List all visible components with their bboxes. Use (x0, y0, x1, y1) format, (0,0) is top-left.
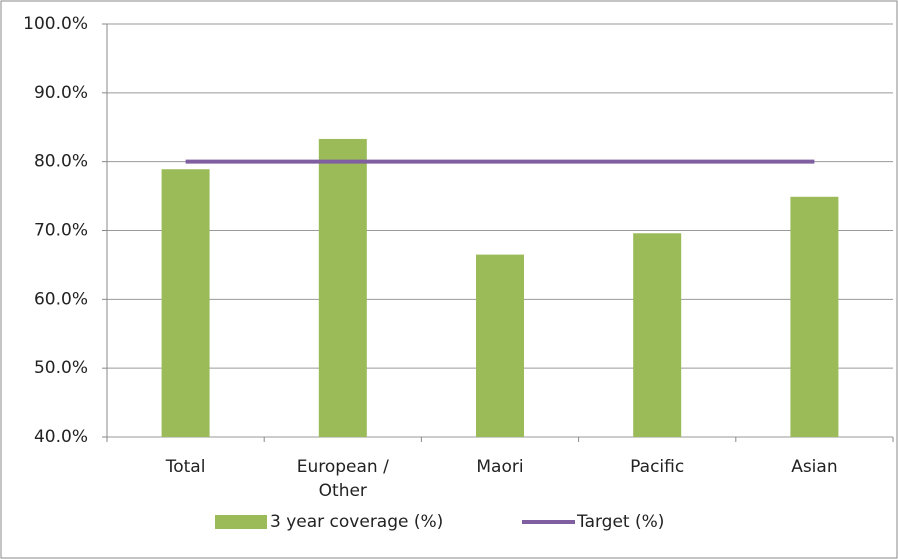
bar (161, 169, 210, 437)
x-tick-label: Total (165, 457, 206, 477)
y-tick-label: 50.0% (34, 358, 88, 378)
x-tick-label: European / Other (296, 457, 389, 501)
legend-label: 3 year coverage (%) (270, 512, 443, 532)
y-tick-label: 90.0% (34, 83, 88, 103)
y-tick-label: 70.0% (34, 221, 88, 241)
x-tick-label: Asian (791, 457, 838, 477)
y-tick-label: 40.0% (34, 427, 88, 447)
y-tick-label: 60.0% (34, 289, 88, 309)
legend-swatch (215, 515, 267, 529)
bar (633, 233, 682, 437)
legend-label: Target (%) (576, 512, 664, 532)
y-tick-label: 100.0% (23, 14, 88, 34)
x-tick-label: Pacific (630, 457, 685, 477)
bar (476, 254, 524, 437)
y-tick-label: 80.0% (34, 152, 88, 172)
bar (790, 196, 839, 437)
x-tick-label: Maori (476, 457, 524, 477)
bar (318, 138, 367, 437)
